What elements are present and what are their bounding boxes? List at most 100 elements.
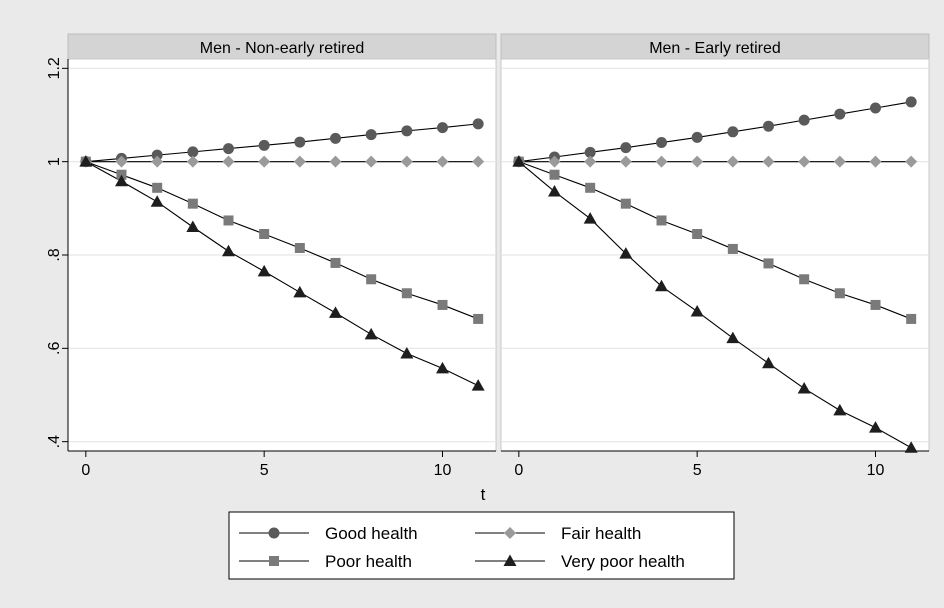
- x-tick-label: 10: [434, 462, 452, 479]
- legend-label: Very poor health: [561, 552, 685, 571]
- series-line-good-health: [85, 123, 479, 163]
- legend: Good health Fair health Poor health Very po…: [228, 511, 735, 580]
- data-point: [797, 381, 811, 394]
- data-point: [833, 403, 847, 416]
- data-point: [656, 215, 667, 226]
- data-point: [329, 155, 342, 168]
- data-point: [293, 155, 306, 168]
- data-point: [762, 155, 775, 168]
- panel-1: Men - Non-early retired 0 5 10 .4 .6 .8 1 1.2: [46, 33, 497, 479]
- data-point: [366, 274, 377, 285]
- data-point: [833, 155, 846, 168]
- data-point: [869, 421, 882, 433]
- data-point: [512, 155, 526, 167]
- data-point: [619, 155, 632, 168]
- data-point: [222, 155, 235, 168]
- data-point: [619, 247, 633, 259]
- data-point: [365, 155, 378, 168]
- x-tick-label: 0: [81, 462, 90, 479]
- x-tick-label: 5: [693, 462, 702, 479]
- data-point: [329, 306, 342, 318]
- data-point: [437, 122, 448, 134]
- data-point: [400, 155, 413, 168]
- data-point: [115, 174, 128, 187]
- data-point: [151, 149, 163, 161]
- data-point: [584, 146, 596, 158]
- y-tick-label: 1: [46, 157, 63, 166]
- data-point: [762, 356, 775, 369]
- data-point: [293, 285, 307, 298]
- data-point: [151, 155, 164, 168]
- data-point: [258, 139, 270, 151]
- data-point: [656, 137, 667, 149]
- data-point: [152, 182, 163, 193]
- data-point: [364, 327, 378, 340]
- data-point: [798, 155, 811, 168]
- data-point: [726, 331, 740, 344]
- data-point: [436, 361, 449, 374]
- data-point: [585, 182, 596, 193]
- y-tick-label: .4: [46, 435, 63, 448]
- data-point: [401, 288, 412, 299]
- data-point: [799, 274, 810, 285]
- data-point: [186, 220, 200, 232]
- data-point: [690, 304, 704, 317]
- legend-marker-triangle: [503, 554, 517, 566]
- legend-marker-circle: [268, 527, 280, 539]
- data-point: [223, 143, 234, 155]
- x-axis-title: t: [481, 485, 486, 504]
- series-line-poor-health: [85, 161, 479, 320]
- x-tick-label: 10: [867, 462, 885, 479]
- legend-label: Good health: [325, 524, 418, 543]
- data-point: [870, 299, 881, 310]
- panel-header: [67, 33, 497, 60]
- series-line-good-health: [518, 101, 912, 163]
- legend-marker-square: [269, 556, 279, 566]
- data-point: [400, 346, 414, 359]
- data-point: [330, 132, 341, 144]
- data-point: [548, 155, 561, 168]
- data-point: [186, 155, 199, 168]
- panel-title: Men - Non-early retired: [200, 40, 365, 57]
- data-point: [365, 129, 377, 141]
- panel-2: Men - Early retired 0 5 10: [500, 33, 930, 479]
- data-point: [401, 125, 413, 137]
- x-tick-label: 5: [260, 462, 269, 479]
- data-point: [294, 136, 306, 148]
- data-point: [223, 215, 234, 226]
- legend-label: Poor health: [325, 552, 412, 571]
- legend-box: [228, 511, 735, 580]
- data-point: [620, 142, 632, 154]
- data-point: [548, 185, 561, 197]
- data-point: [692, 229, 703, 239]
- data-point: [187, 198, 198, 209]
- data-point: [258, 155, 271, 168]
- data-point: [834, 288, 845, 299]
- data-point: [472, 118, 484, 130]
- data-point: [905, 155, 918, 168]
- data-point: [905, 96, 917, 108]
- legend-label: Fair health: [561, 524, 641, 543]
- data-point: [620, 198, 631, 209]
- data-point: [437, 299, 448, 310]
- data-point: [294, 243, 305, 253]
- data-point: [655, 155, 668, 168]
- data-point: [584, 155, 597, 168]
- y-tick-label: .8: [46, 248, 63, 261]
- data-point: [115, 155, 128, 168]
- panel-title: Men - Early retired: [649, 40, 781, 57]
- data-point: [187, 146, 199, 158]
- legend-marker-diamond: [504, 527, 516, 539]
- data-point: [870, 102, 881, 114]
- data-point: [116, 169, 127, 180]
- data-point: [763, 120, 774, 132]
- data-point: [436, 155, 449, 168]
- data-point: [549, 169, 560, 180]
- data-point: [798, 114, 810, 126]
- data-point: [79, 155, 93, 167]
- data-point: [330, 257, 341, 268]
- data-point: [655, 279, 668, 292]
- x-tick-label: 0: [514, 462, 523, 479]
